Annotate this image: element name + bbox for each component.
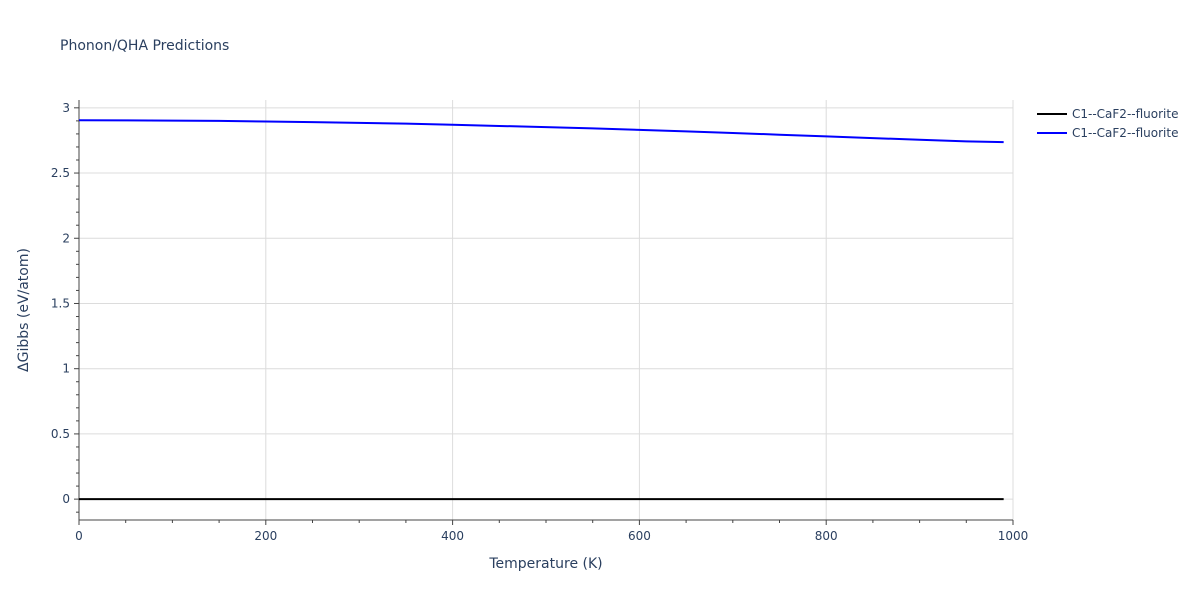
legend-label: C1--CaF2--fluorite bbox=[1072, 126, 1178, 140]
x-tick-label: 200 bbox=[254, 529, 277, 543]
y-tick-label: 0 bbox=[62, 492, 70, 506]
x-axis-label: Temperature (K) bbox=[488, 556, 602, 572]
tick-label-layer: 0 200 400 600 800 1000 0 0.5 1 1.5 2 2.5 3 bbox=[51, 101, 1028, 543]
legend-item-2[interactable]: C1--CaF2--fluorite bbox=[1037, 126, 1178, 140]
x-tick-label: 600 bbox=[628, 529, 651, 543]
legend[interactable]: C1--CaF2--fluorite C1--CaF2--fluorite bbox=[1037, 107, 1178, 140]
y-tick-label: 0.5 bbox=[51, 427, 70, 441]
series-line-2 bbox=[78, 119, 1004, 144]
y-tick-label: 1.5 bbox=[51, 296, 70, 310]
y-tick-label: 1 bbox=[62, 362, 70, 376]
x-tick-label: 0 bbox=[75, 529, 83, 543]
x-tick-label: 400 bbox=[441, 529, 464, 543]
axis-layer bbox=[74, 100, 1014, 525]
x-tick-label: 1000 bbox=[998, 529, 1029, 543]
series-layer bbox=[78, 119, 1004, 501]
chart-title: Phonon/QHA Predictions bbox=[60, 38, 229, 54]
grid-layer bbox=[79, 100, 1014, 520]
y-tick-label: 2 bbox=[62, 231, 70, 245]
y-tick-label: 3 bbox=[62, 101, 70, 115]
legend-item-1[interactable]: C1--CaF2--fluorite bbox=[1037, 107, 1178, 121]
x-tick-label: 800 bbox=[815, 529, 838, 543]
legend-label: C1--CaF2--fluorite bbox=[1072, 107, 1178, 121]
y-tick-label: 2.5 bbox=[51, 166, 70, 180]
y-axis-label: ΔGibbs (eV/atom) bbox=[16, 248, 32, 372]
